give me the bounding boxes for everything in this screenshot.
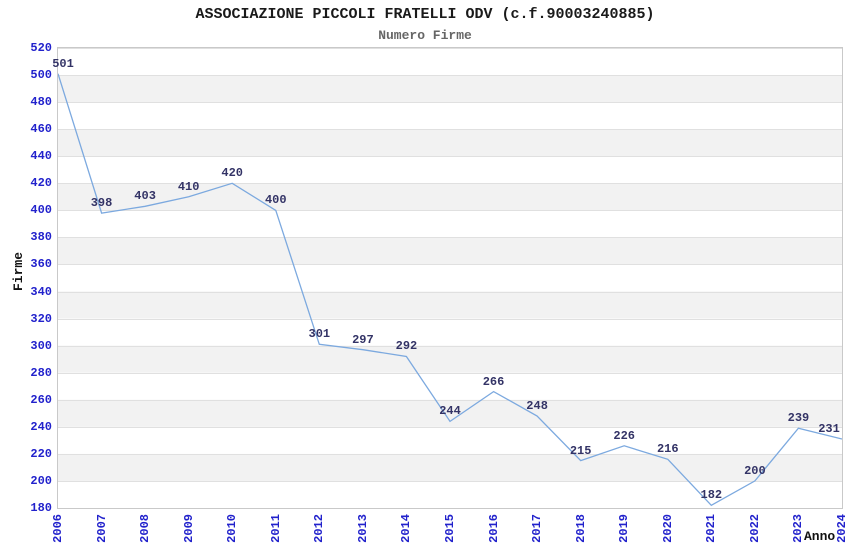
- data-point-label: 244: [439, 404, 461, 419]
- data-point-label: 410: [177, 179, 200, 194]
- x-tick-label: 2020: [660, 514, 675, 543]
- y-tick-label: 440: [30, 149, 52, 164]
- plot-band: [58, 453, 842, 481]
- x-tick-label: 2021: [704, 514, 719, 543]
- data-point-label: 226: [613, 428, 636, 443]
- data-point-label: 266: [482, 374, 505, 389]
- y-tick-label: 500: [30, 68, 52, 83]
- x-tick-label: 2009: [181, 514, 196, 543]
- y-tick-label: 340: [30, 284, 52, 299]
- y-tick-label: 300: [30, 338, 52, 353]
- y-tick-label: 400: [30, 203, 52, 218]
- data-point-label: 215: [569, 443, 592, 458]
- x-tick-label: 2016: [486, 514, 501, 543]
- x-tick-label: 2007: [94, 514, 109, 543]
- plot-band: [58, 129, 842, 157]
- data-point-label: 292: [395, 339, 418, 354]
- plot-area: [57, 47, 843, 509]
- data-point-label: 398: [90, 196, 113, 211]
- x-tick-label: 2024: [835, 514, 849, 543]
- x-tick-label: 2012: [312, 514, 327, 543]
- y-tick-label: 460: [30, 122, 52, 137]
- y-tick-label: 280: [30, 365, 52, 380]
- y-tick-label: 320: [30, 311, 52, 326]
- plot-band: [58, 345, 842, 373]
- x-tick-label: 2022: [747, 514, 762, 543]
- data-point-label: 420: [221, 166, 244, 181]
- plot-band: [58, 399, 842, 427]
- x-tick-label: 2018: [573, 514, 588, 543]
- x-tick-label: 2015: [443, 514, 457, 543]
- plot-band: [58, 237, 842, 265]
- x-tick-label: 2008: [138, 514, 153, 543]
- x-tick-label: 2013: [355, 514, 370, 543]
- y-tick-label: 520: [30, 41, 52, 55]
- y-tick-label: 220: [30, 446, 52, 461]
- x-axis-title: Anno: [804, 529, 836, 544]
- y-tick-label: 360: [30, 257, 52, 272]
- x-tick-label: 2017: [530, 514, 545, 543]
- y-tick-label: 180: [30, 501, 52, 515]
- y-tick-label: 240: [30, 419, 52, 434]
- chart-subtitle: Numero Firme: [378, 28, 472, 43]
- data-point-label: 182: [700, 488, 723, 503]
- data-point-label: 231: [818, 422, 840, 436]
- data-point-label: 216: [656, 442, 679, 457]
- data-point-label: 501: [52, 56, 74, 71]
- data-point-label: 297: [352, 332, 374, 347]
- y-tick-label: 420: [30, 176, 52, 191]
- x-tick-label: 2010: [225, 514, 240, 543]
- data-point-label: 200: [744, 463, 766, 478]
- x-tick-label: 2014: [399, 514, 414, 543]
- data-point-label: 403: [134, 189, 156, 204]
- data-line: [58, 73, 842, 507]
- y-tick-label: 200: [30, 473, 52, 488]
- y-tick-label: 260: [30, 392, 52, 407]
- y-tick-label: 380: [30, 230, 52, 245]
- plot-band: [58, 75, 842, 103]
- x-tick-label: 2019: [617, 514, 632, 543]
- x-tick-label: 2006: [51, 514, 65, 543]
- plot-band: [58, 291, 842, 319]
- y-tick-label: 480: [30, 95, 52, 110]
- data-point-label: 239: [787, 411, 810, 426]
- data-point-label: 400: [264, 193, 287, 208]
- line-chart-svg: [58, 48, 842, 507]
- data-point-label: 248: [526, 399, 548, 413]
- data-point-label: 301: [308, 327, 331, 342]
- chart-title: ASSOCIAZIONE PICCOLI FRATELLI ODV (c.f.9…: [195, 6, 655, 23]
- x-tick-label: 2011: [268, 514, 283, 543]
